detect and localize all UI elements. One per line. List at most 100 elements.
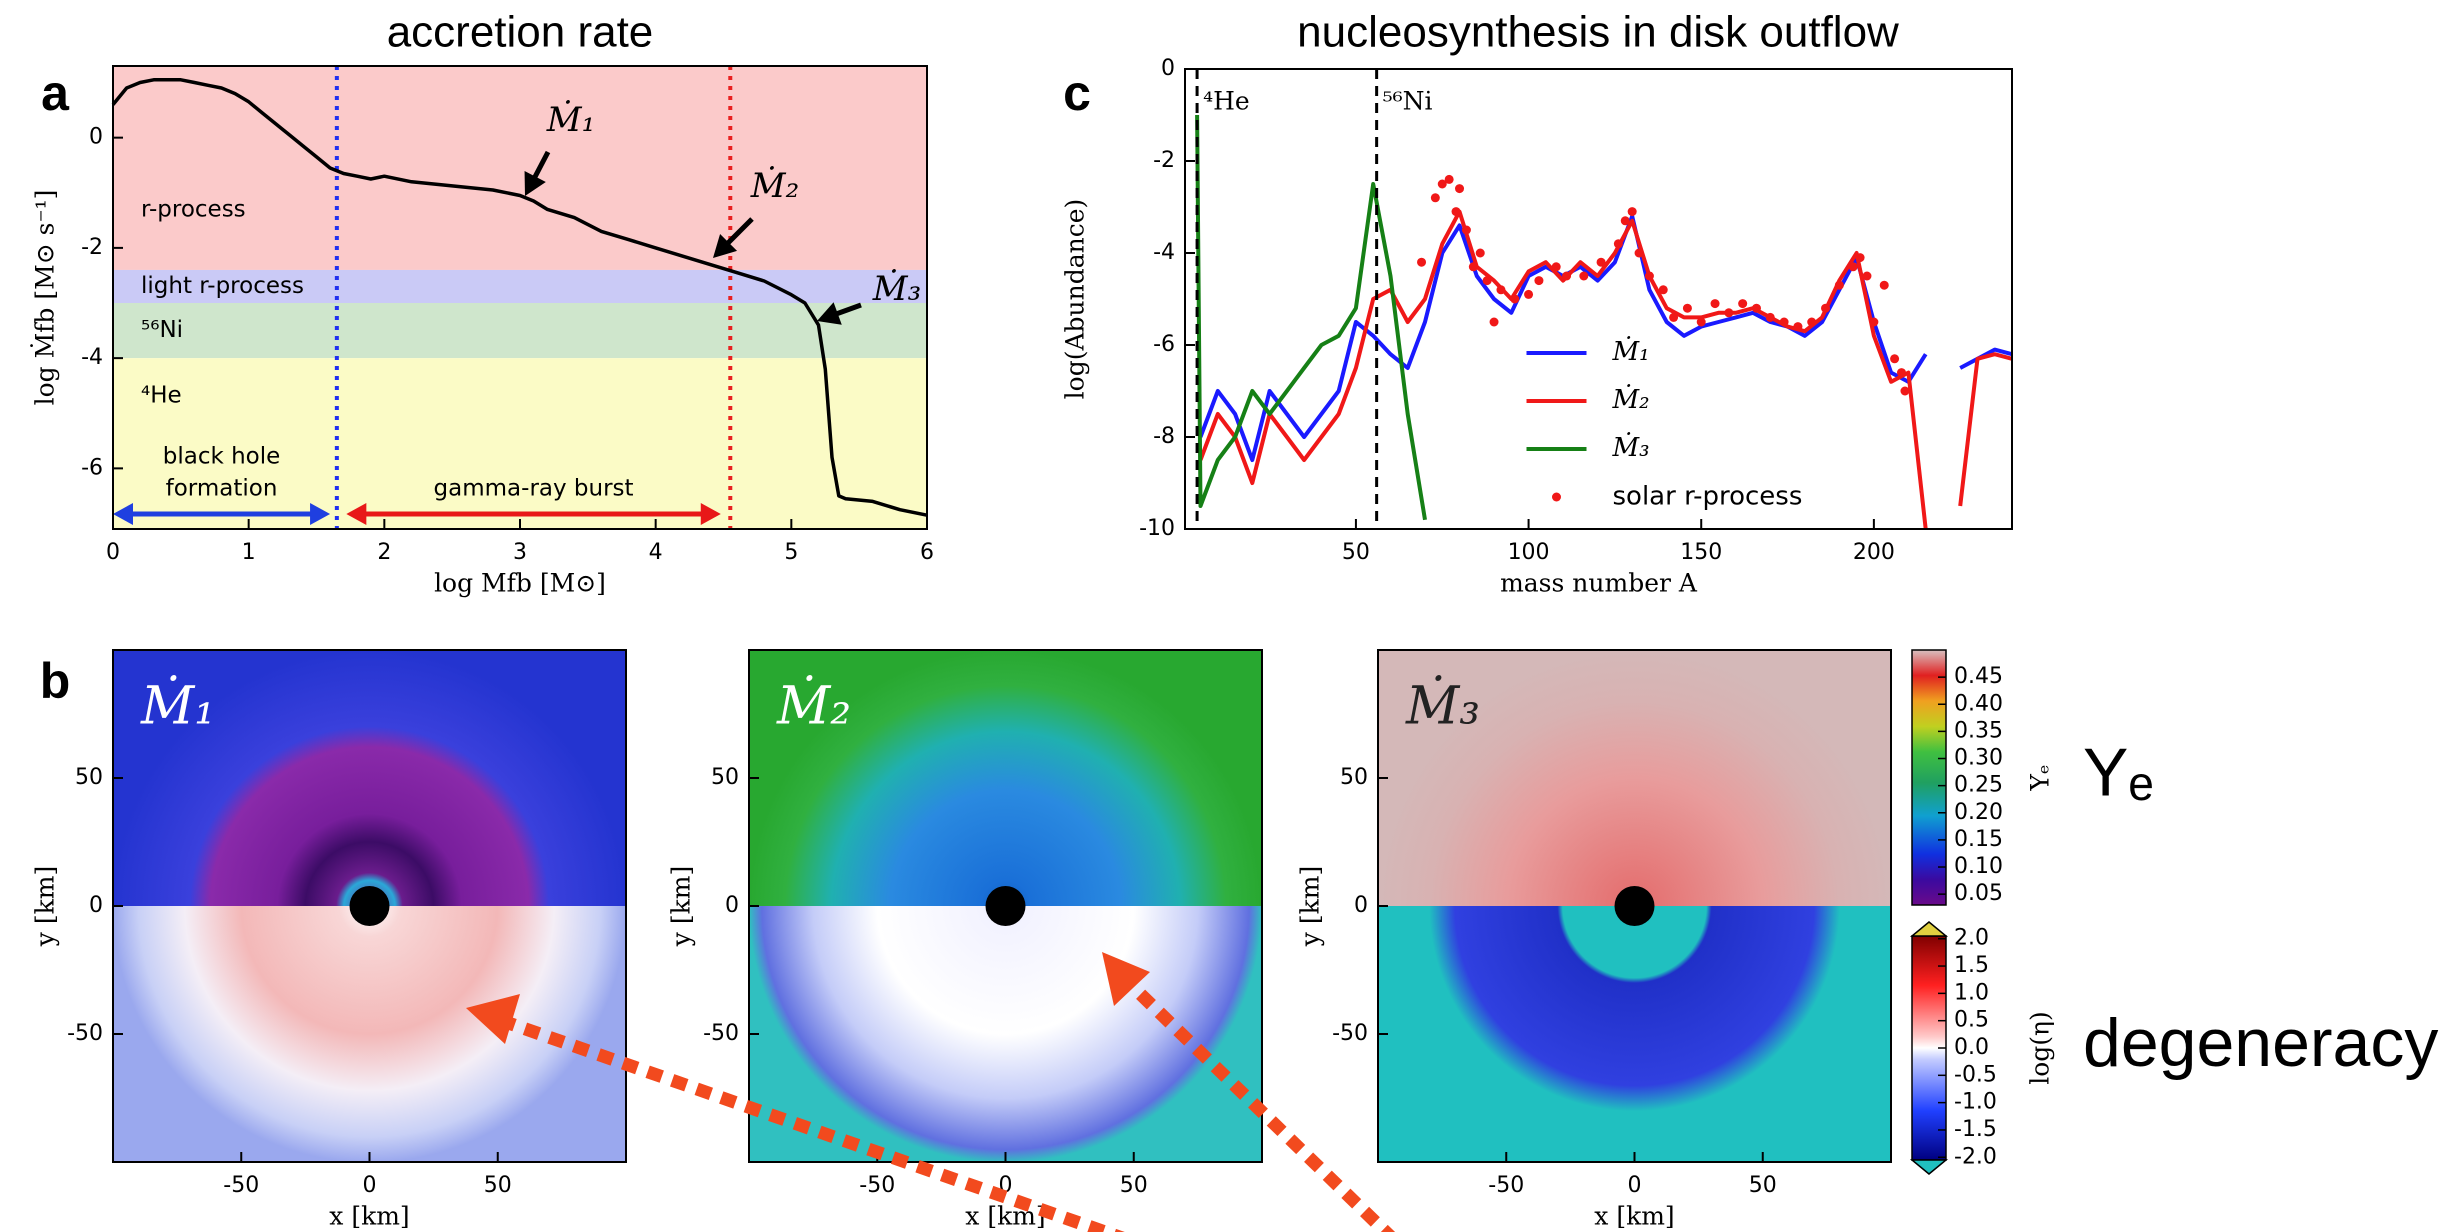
plot-area <box>1195 114 2012 529</box>
colorbar-tick-label: 0.5 <box>1954 1008 1989 1033</box>
data-dot <box>1613 239 1623 249</box>
annotation-arrow-head <box>524 170 546 196</box>
colorbar-extend <box>1909 1159 1949 1175</box>
colorbar-tick-label: 0.25 <box>1954 773 2003 798</box>
span-label: gamma-ray burst <box>434 476 634 502</box>
colorbar-tick-label: 1.0 <box>1954 980 1989 1005</box>
colorbar <box>1911 649 1947 906</box>
y-axis-label: log Ṁfb [M⊙ s⁻¹] <box>31 190 60 406</box>
data-dot <box>1751 303 1761 313</box>
x-axis-label: log Mfb [M⊙] <box>434 569 606 598</box>
marker-label: ⁵⁶Ni <box>1383 87 1433 116</box>
data-dot <box>1534 276 1544 286</box>
colorbar-tick-label: -1.5 <box>1954 1117 1997 1142</box>
x-tick-label: -50 <box>1488 1173 1524 1198</box>
data-dot <box>1793 322 1803 332</box>
span-arrow-head <box>310 503 331 525</box>
data-dot <box>1596 257 1606 267</box>
colorbar-tick-label: 0.10 <box>1954 854 2003 879</box>
axes-frame <box>1184 68 2013 530</box>
panel-label: b <box>40 653 71 709</box>
annotation-arrow-head <box>817 302 842 325</box>
colorbar-extend <box>1909 921 1949 937</box>
chart-title: nucleosynthesis in disk outflow <box>1297 8 1899 57</box>
data-dot <box>1430 193 1440 203</box>
y-tick-label: 0 <box>89 125 103 150</box>
data-dot <box>1482 276 1492 286</box>
data-dot <box>1890 354 1900 364</box>
panel-title: Ṁ₃ <box>1405 676 1480 737</box>
colorbar-tick-label: 0.45 <box>1954 664 2003 689</box>
band-label: ⁴He <box>141 383 182 409</box>
legend-label: Ṁ₂ <box>1612 384 1650 415</box>
pointer-arrow <box>497 1013 1125 1232</box>
data-dot <box>1437 179 1447 189</box>
data-dot <box>1710 299 1720 309</box>
legend-label: Ṁ₁ <box>1612 336 1650 367</box>
y-tick-label: 0 <box>1161 56 1175 81</box>
colorbar-tick-label: 1.5 <box>1954 953 1989 978</box>
colorbar-tick-label: -2.0 <box>1954 1144 1997 1169</box>
data-dot <box>1862 271 1872 281</box>
heatmap-ye <box>749 650 1262 906</box>
colorbar-tick-label: 0.30 <box>1954 746 2003 771</box>
span-arrow-head <box>700 503 721 525</box>
data-line <box>1198 209 2012 529</box>
panel-label: a <box>41 65 70 121</box>
data-dot <box>1551 262 1561 272</box>
x-tick-label: 50 <box>1749 1173 1777 1198</box>
x-tick-label: 50 <box>1120 1173 1148 1198</box>
y-tick-label: 0 <box>1354 893 1368 918</box>
y-axis-label: log(Abundance) <box>1061 199 1090 400</box>
data-dot <box>1620 216 1630 226</box>
data-dot <box>1900 386 1910 396</box>
data-dot <box>1724 308 1734 318</box>
data-dot <box>1834 280 1844 290</box>
black-hole <box>349 886 390 926</box>
colorbar-tick-label: 2.0 <box>1954 926 1989 951</box>
band-label: light r-process <box>141 273 304 299</box>
x-tick-label: 5 <box>784 540 798 565</box>
x-tick-label: 50 <box>484 1173 512 1198</box>
y-tick-label: -50 <box>67 1021 103 1046</box>
annotation-arrow <box>722 217 754 249</box>
black-hole <box>985 886 1026 926</box>
y-tick-label: 50 <box>711 765 739 790</box>
panel-label: c <box>1063 65 1091 121</box>
data-dot <box>1779 317 1789 327</box>
heatmap-degeneracy <box>1378 906 1891 1162</box>
annotation: Ṁ₁ <box>546 100 595 140</box>
side-title: Yₑ <box>2083 734 2154 810</box>
data-dot <box>1807 317 1817 327</box>
data-dot <box>1627 207 1637 217</box>
x-tick-label: 100 <box>1508 540 1550 565</box>
x-tick-label: -50 <box>223 1173 259 1198</box>
data-dot <box>1644 271 1654 281</box>
data-dot <box>1738 299 1748 309</box>
data-line <box>111 78 928 517</box>
y-tick-label: -4 <box>1153 240 1175 265</box>
black-hole <box>1614 886 1655 926</box>
data-dot <box>1455 184 1465 194</box>
x-axis-label: mass number A <box>1500 569 1698 598</box>
plots: r-process light r-process ⁵⁶Ni ⁴He black hol… <box>31 56 2439 1231</box>
x-tick-label: 6 <box>920 540 934 565</box>
data-dot <box>1496 285 1506 295</box>
annotation: Ṁ₃ <box>872 269 921 309</box>
data-dot <box>1634 248 1644 258</box>
data-dot <box>1562 271 1572 281</box>
y-tick-label: -50 <box>1332 1021 1368 1046</box>
annotation: Ṁ₂ <box>750 166 799 206</box>
band <box>113 269 927 304</box>
band-label: ⁵⁶Ni <box>141 317 183 343</box>
legend-label: Ṁ₃ <box>1612 432 1650 463</box>
data-dot <box>1451 207 1461 217</box>
data-dot <box>1658 285 1668 295</box>
data-dot <box>1879 280 1889 290</box>
band <box>113 358 927 529</box>
colorbar-tick-label: 0.35 <box>1954 718 2003 743</box>
data-dot <box>1489 317 1499 327</box>
x-axis-label: x [km] <box>1594 1202 1674 1231</box>
heatmap-ye <box>1378 650 1891 906</box>
